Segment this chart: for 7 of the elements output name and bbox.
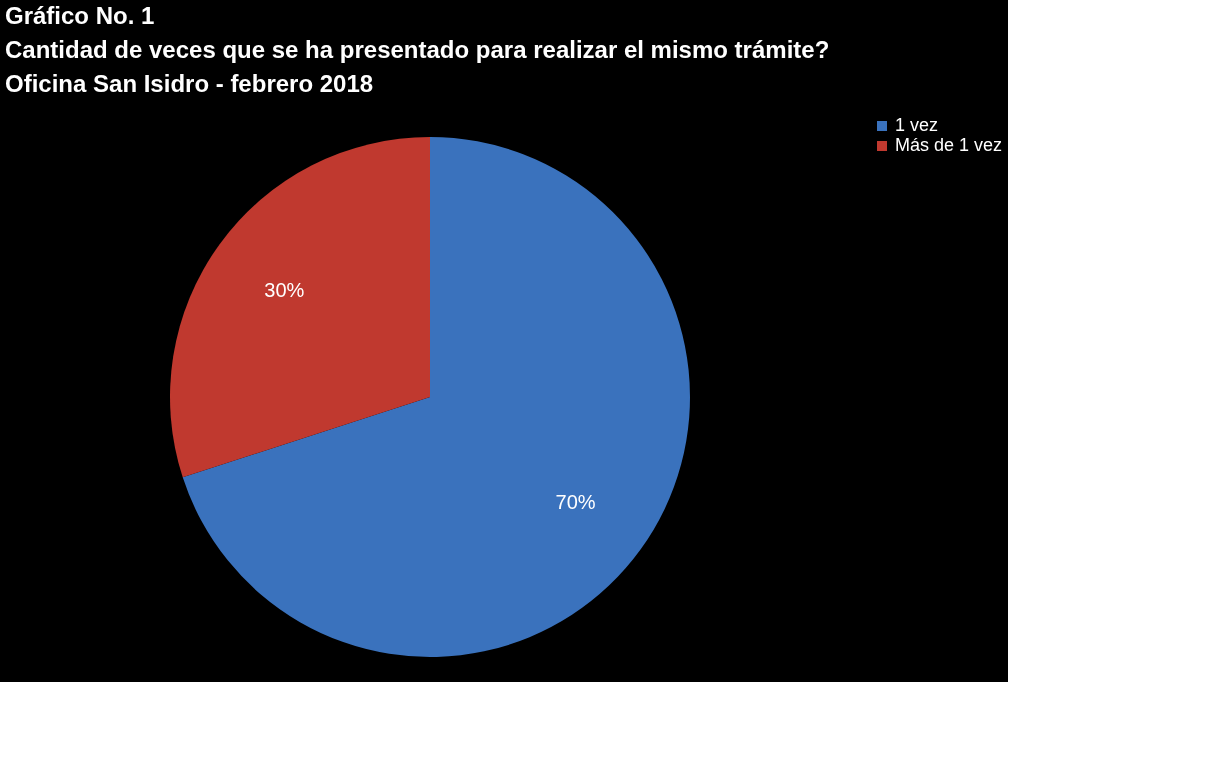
legend-label: 1 vez — [895, 115, 939, 135]
chart-title: Gráfico No. 1 Cantidad de veces que se ha presentado para realizar el mismo trámite? Oficina San Isidro - febrero 2018 — [5, 2, 830, 97]
data-label: 30% — [264, 279, 305, 302]
pie-slice — [170, 137, 430, 478]
data-label: 70% — [555, 490, 596, 513]
legend-label: Más de 1 vez — [895, 135, 1003, 155]
pie-slice — [182, 137, 690, 657]
